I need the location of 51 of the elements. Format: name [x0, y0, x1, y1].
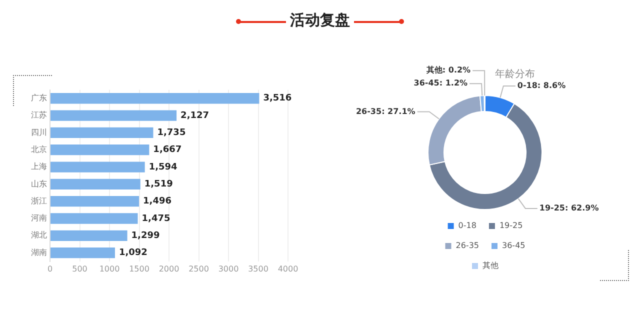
bar	[50, 144, 150, 156]
data-label: 36-45: 1.2%	[414, 78, 468, 88]
data-label: 1,519	[144, 180, 173, 190]
data-label: 3,516	[263, 94, 292, 104]
bar	[50, 110, 177, 121]
data-label: 1,667	[153, 145, 182, 156]
data-label: 1,496	[143, 196, 172, 207]
y-tick-label: 浙江	[31, 196, 47, 206]
data-label: 1,735	[157, 128, 186, 138]
legend-label: 其他	[482, 261, 498, 270]
y-tick-label: 广东	[31, 93, 47, 102]
bar	[50, 248, 115, 258]
x-tick-label: 1500	[129, 264, 150, 274]
data-label: 26-35: 27.1%	[356, 106, 416, 116]
y-tick-label: 北京	[31, 144, 47, 154]
bar	[50, 127, 154, 138]
chart-title: 年龄分布	[495, 68, 535, 80]
x-tick-label: 4000	[278, 264, 298, 274]
y-tick-label: 湖北	[31, 230, 47, 240]
legend-label: 26-35	[456, 241, 480, 250]
y-tick-label: 上海	[31, 162, 47, 172]
data-label: 1,594	[148, 162, 178, 172]
bar	[50, 230, 128, 241]
x-tick-label: 3000	[218, 264, 239, 274]
x-tick-label: 500	[72, 264, 88, 274]
legend-label: 36-45	[502, 241, 526, 250]
bar	[50, 213, 138, 224]
text: 活动复盘	[290, 11, 350, 29]
legend-label: 19-25	[499, 221, 523, 230]
data-label: 0-18: 8.6%	[517, 81, 566, 90]
data-label: 1,092	[118, 248, 148, 258]
x-tick-label: 3500	[248, 264, 268, 274]
x-tick-label: 2000	[158, 264, 180, 274]
y-tick-label: 山东	[31, 179, 47, 188]
y-tick-label: 河南	[31, 214, 47, 223]
x-tick-label: 0	[47, 264, 53, 274]
x-tick-label: 2500	[188, 264, 209, 274]
data-label: 2,127	[180, 110, 210, 121]
bar	[50, 162, 145, 172]
x-tick-label: 1000	[99, 264, 120, 274]
y-tick-label: 湖南	[31, 248, 47, 257]
data-label: 1,475	[142, 214, 170, 224]
data-label: 其他: 0.2%	[425, 66, 471, 75]
legend-label: 0-18	[458, 221, 476, 230]
bar	[50, 178, 140, 190]
data-label: 19-25: 62.9%	[539, 204, 599, 213]
y-tick-label: 江苏	[31, 110, 47, 120]
bar	[50, 93, 260, 104]
data-label: 1,299	[131, 231, 160, 242]
bar	[50, 196, 140, 207]
y-tick-label: 四川	[31, 128, 47, 137]
